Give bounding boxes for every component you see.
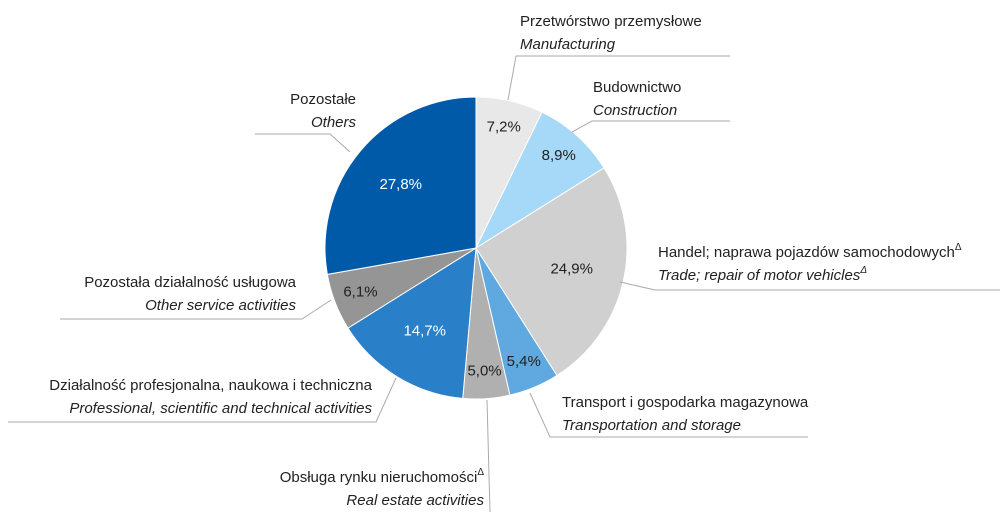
leader-line <box>255 133 351 153</box>
value-label: 5,0% <box>467 362 501 379</box>
pie-slice <box>324 96 477 276</box>
value-label: 24,9% <box>550 261 593 278</box>
category-label: Pozostałe <box>290 91 356 108</box>
category-label-en: Manufacturing <box>520 36 616 53</box>
category-label-en: Trade; repair of motor vehiclesΔ <box>658 265 867 284</box>
value-label: 8,9% <box>542 147 576 164</box>
value-label: 7,2% <box>487 118 521 135</box>
leader-line <box>507 55 730 101</box>
category-label-en: Construction <box>593 102 677 119</box>
value-label: 5,4% <box>507 353 541 370</box>
category-label-en: Transportation and storage <box>562 417 741 434</box>
category-label-en: Real estate activities <box>346 492 484 509</box>
leader-line <box>486 399 491 513</box>
pie-slice <box>347 247 477 399</box>
category-label: Obsługa rynku nieruchomościΔ <box>280 467 485 486</box>
value-label: 27,8% <box>379 176 422 193</box>
leader-line <box>571 120 730 133</box>
value-label: 14,7% <box>403 323 446 340</box>
category-label: Przetwórstwo przemysłowe <box>520 13 702 30</box>
category-label: Pozostała działalność usługowa <box>84 274 296 291</box>
value-label: 6,1% <box>343 283 377 300</box>
category-label-en: Other service activities <box>145 297 296 314</box>
category-label: Handel; naprawa pojazdów samochodowychΔ <box>658 242 962 261</box>
category-label: Budownictwo <box>593 79 681 96</box>
category-label: Transport i gospodarka magazynowa <box>562 394 809 411</box>
category-label: Działalność profesjonalna, naukowa i tec… <box>49 377 372 394</box>
leader-line <box>529 392 808 438</box>
leader-line <box>8 377 397 423</box>
pie-slice <box>474 111 605 250</box>
pie-slice <box>475 167 628 377</box>
category-label-en: Others <box>311 114 357 131</box>
leader-line <box>619 281 1000 291</box>
leader-line <box>60 299 332 320</box>
category-label-en: Professional, scientific and technical a… <box>69 400 372 417</box>
